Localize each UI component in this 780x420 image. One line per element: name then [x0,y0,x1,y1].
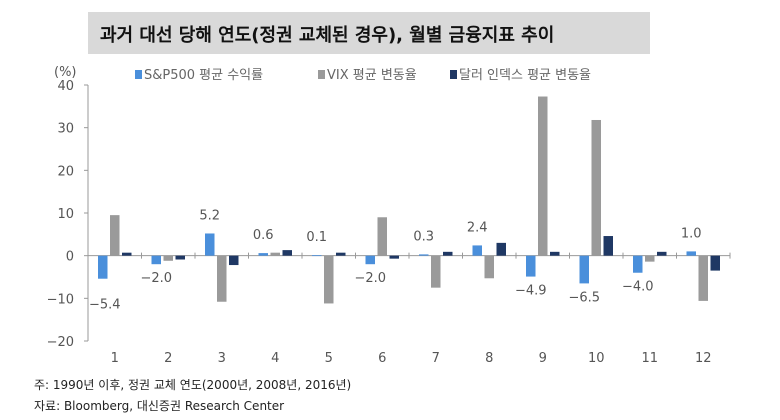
bar-series-3-month-8 [496,242,506,256]
chart-note: 주: 1990년 이후, 정권 교체 연도(2000년, 2008년, 2016… [34,378,352,392]
y-tick-label: −10 [47,292,74,307]
x-tick-label: 1 [111,351,119,366]
legend-label: S&P500 평균 수익률 [144,68,263,83]
x-tick-label: 7 [432,351,440,366]
x-tick-label: 8 [485,351,493,366]
bar-series-1-month-9 [526,255,536,277]
data-label: 1.0 [681,226,702,241]
data-label: 0.6 [253,228,274,243]
bar-series-1-month-4 [258,253,268,256]
y-tick-label: 10 [57,207,74,222]
y-tick-label: 20 [57,164,74,179]
data-label: −2.0 [354,271,386,286]
title-box: 과거 대선 당해 연도(정권 교체된 경우), 월별 금융지표 추이 [88,12,650,54]
legend-swatch [135,70,142,79]
y-axis-label: (%) [54,65,77,80]
data-label: 0.1 [306,230,327,245]
bar-series-1-month-5 [312,255,322,257]
bar-series-1-month-6 [365,255,375,265]
legend-label: 달러 인덱스 평균 변동율 [459,68,591,83]
bar-series-3-month-6 [389,255,399,259]
x-tick-label: 6 [378,351,386,366]
bar-series-3-month-5 [336,252,346,256]
bar-series-2-month-8 [484,255,494,279]
legend-label: VIX 평균 변동율 [327,68,417,83]
chart-source: 자료: Bloomberg, 대신증권 Research Center [34,399,285,413]
data-label: 5.2 [199,208,220,223]
y-tick-label: −20 [47,335,74,350]
bar-series-2-month-3 [217,255,227,302]
bar-series-3-month-9 [550,251,560,256]
x-tick-label: 2 [164,351,172,366]
x-tick-label: 4 [271,351,279,366]
bar-series-2-month-12 [698,255,708,301]
bar-series-2-month-6 [377,217,387,256]
data-label: 2.4 [467,220,488,235]
legend-swatch [450,70,457,79]
bar-series-2-month-7 [431,255,441,288]
bar-series-3-month-10 [603,236,613,256]
x-tick-label: 5 [325,351,333,366]
x-tick-label: 10 [588,351,605,366]
bar-series-2-month-10 [591,119,601,256]
bar-series-3-month-4 [282,250,292,256]
data-label: −2.0 [140,271,172,286]
bar-series-2-month-11 [645,255,655,262]
data-label: −5.4 [89,298,121,313]
bar-series-3-month-3 [229,255,239,266]
bar-series-3-month-7 [443,251,453,256]
y-tick-label: 0 [66,250,74,265]
bar-series-2-month-9 [538,96,548,256]
bar-series-3-month-1 [122,252,132,256]
bar-series-1-month-8 [472,245,482,256]
x-tick-label: 11 [641,351,658,366]
data-label: −6.5 [568,290,600,305]
x-tick-label: 9 [539,351,547,366]
bar-series-1-month-10 [579,255,589,284]
data-label: −4.9 [515,284,547,299]
x-tick-label: 12 [695,351,712,366]
bar-series-1-month-7 [419,254,429,256]
x-tick-label: 3 [218,351,226,366]
bar-series-3-month-2 [175,255,185,260]
bar-series-1-month-1 [98,255,108,279]
bar-series-2-month-2 [163,255,173,261]
bar-series-1-month-12 [686,251,696,256]
bar-series-3-month-12 [710,255,720,271]
bar-series-1-month-11 [633,255,643,273]
data-label: −4.0 [622,280,654,295]
bar-series-3-month-11 [657,251,667,256]
y-tick-label: 30 [57,122,74,137]
bar-series-1-month-2 [151,255,161,265]
data-label: 0.3 [413,229,434,244]
bar-series-2-month-4 [270,252,280,256]
bar-series-2-month-5 [324,255,334,304]
chart-title: 과거 대선 당해 연도(정권 교체된 경우), 월별 금융지표 추이 [100,25,555,46]
legend-swatch [318,70,325,79]
y-tick-label: 40 [57,79,74,94]
bar-series-1-month-3 [205,233,215,256]
bar-series-2-month-1 [110,215,120,256]
